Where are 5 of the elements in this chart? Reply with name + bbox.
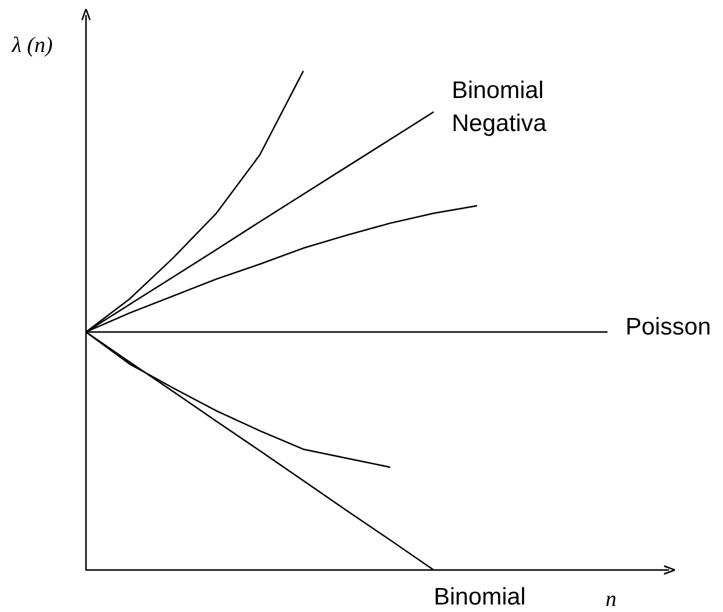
x-axis-title: n: [606, 586, 616, 611]
series-label: Binomial: [434, 584, 526, 611]
y-axis-title: λ (n): [11, 32, 53, 57]
series-label: Poisson: [626, 314, 711, 341]
series-label: Binomial Negativa: [452, 77, 548, 138]
